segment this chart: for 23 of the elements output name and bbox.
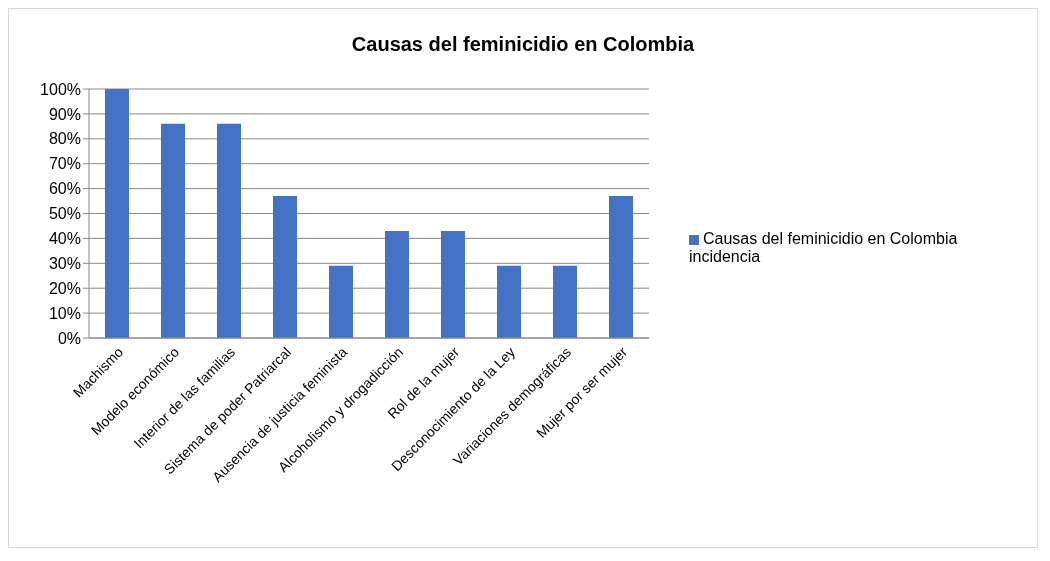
bar xyxy=(609,196,633,338)
bar xyxy=(441,230,465,338)
y-tick-label: 100% xyxy=(40,80,81,98)
bar xyxy=(497,265,521,338)
y-tick-label: 10% xyxy=(48,304,81,322)
bar xyxy=(161,123,185,338)
y-tick-label: 90% xyxy=(48,105,81,123)
bar xyxy=(329,265,353,338)
y-tick-label: 0% xyxy=(57,329,81,347)
y-tick-label: 20% xyxy=(48,279,81,297)
y-tick-label: 80% xyxy=(48,130,81,148)
y-tick-label: 50% xyxy=(48,205,81,223)
bar xyxy=(105,89,129,338)
legend-label: Causas del feminicidio en Colombia incidencia xyxy=(689,230,958,265)
y-tick-label: 30% xyxy=(48,254,81,272)
bar xyxy=(273,196,297,338)
bar xyxy=(553,265,577,338)
bar xyxy=(385,230,409,338)
y-tick-label: 60% xyxy=(48,180,81,198)
chart-title: Causas del feminicidio en Colombia xyxy=(350,32,696,57)
y-tick-label: 40% xyxy=(48,230,81,248)
bar xyxy=(217,123,241,338)
y-tick-label: 70% xyxy=(48,155,81,173)
